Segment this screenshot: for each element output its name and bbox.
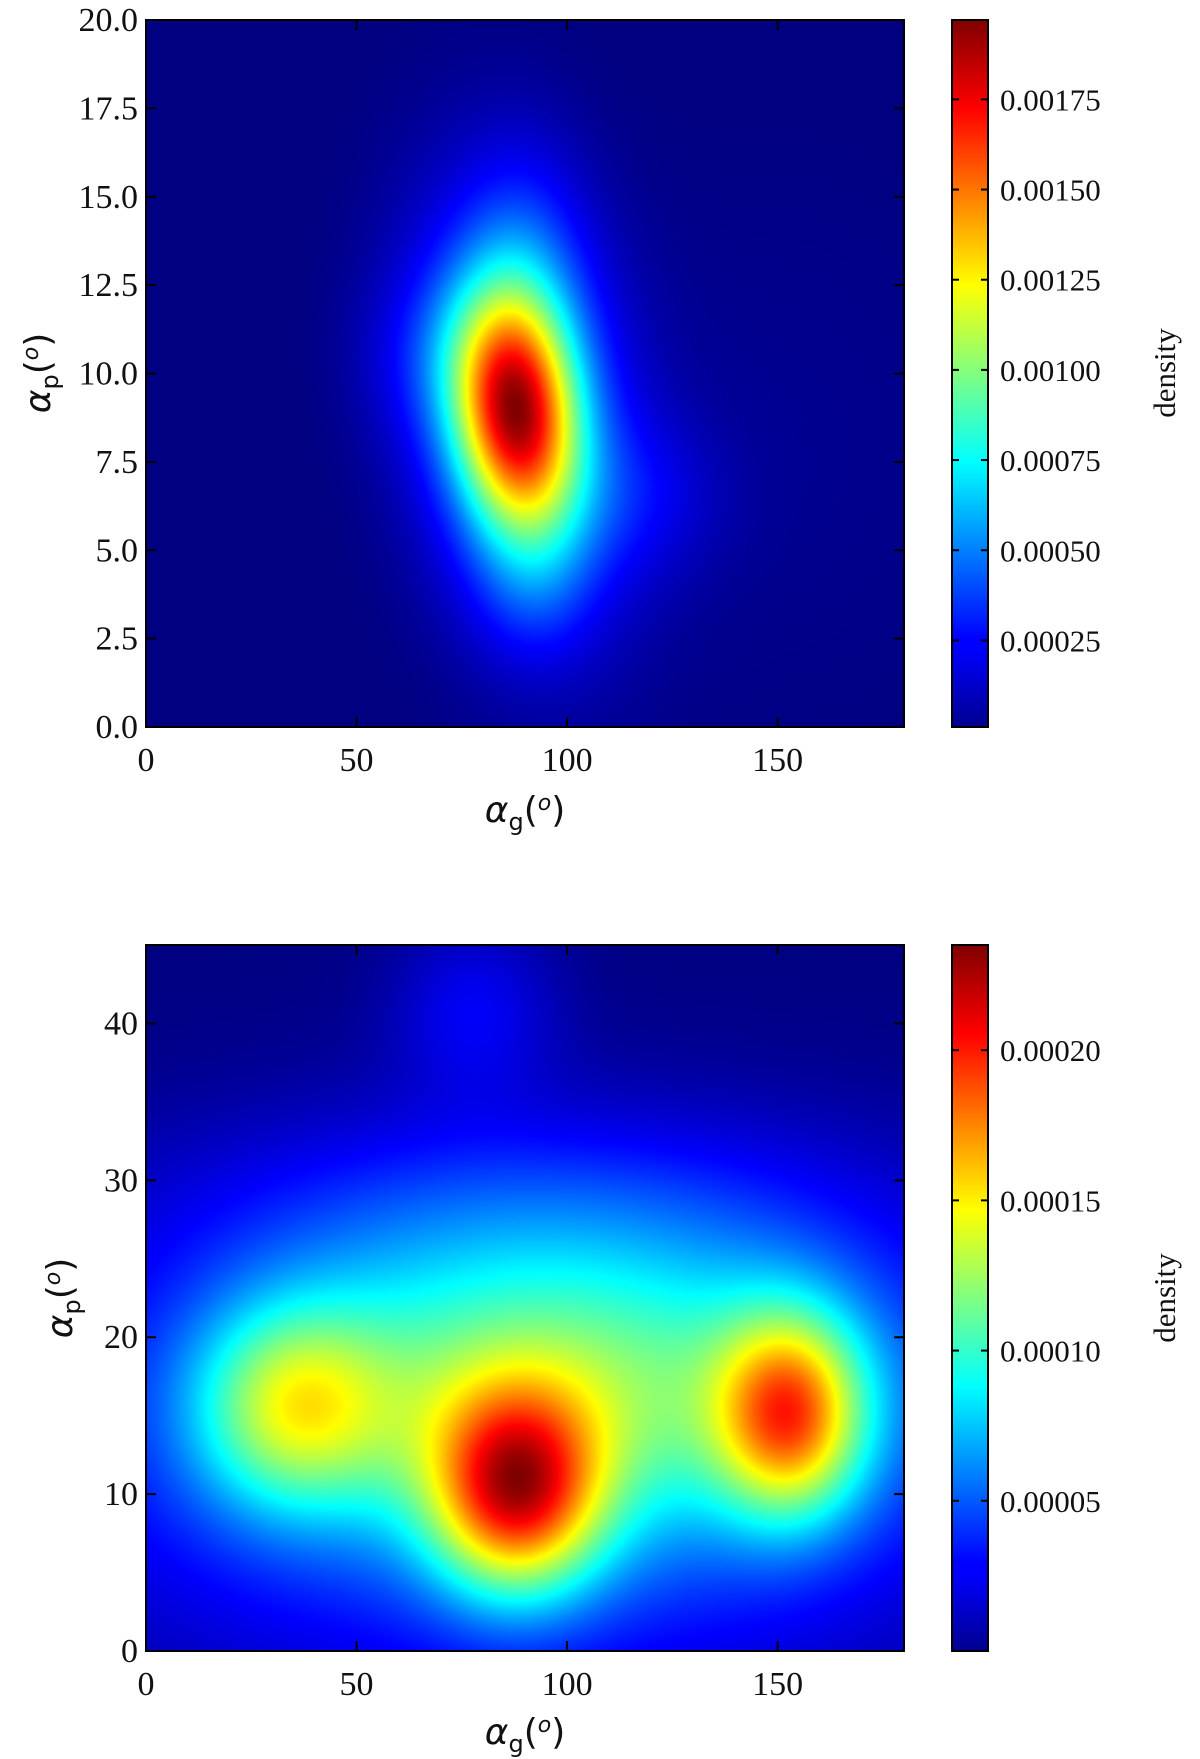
colorbar-tick-label: 0.00075 [1000, 443, 1101, 478]
y-tick-label: 40 [104, 1005, 138, 1042]
y-tick-label: 20.0 [79, 2, 139, 39]
y-tick-label: 7.5 [96, 444, 139, 481]
x-axis-title-top: αg(o) [485, 790, 566, 836]
x-tick-label: 0 [138, 742, 155, 779]
x-tick-label: 0 [138, 1666, 155, 1703]
x-tick-label: 150 [752, 1666, 803, 1703]
y-axis-title-bottom: αp(o) [40, 1258, 86, 1339]
colorbar-tick-label: 0.00175 [1000, 82, 1101, 117]
y-tick-label: 30 [104, 1162, 138, 1199]
colorbar-title-top: density [1147, 328, 1182, 418]
y-tick-label: 5.0 [96, 532, 139, 569]
colorbar-tick-label: 0.00150 [1000, 173, 1101, 208]
x-tick-label: 100 [542, 742, 593, 779]
colorbar-tick-label: 0.00050 [1000, 533, 1101, 568]
plot-frame-bottom [145, 944, 905, 1652]
colorbar-tick-label: 0.00005 [1000, 1484, 1101, 1519]
y-tick-label: 20 [104, 1319, 138, 1356]
x-tick-label: 150 [752, 742, 803, 779]
colorbar-tick-label: 0.00020 [1000, 1033, 1101, 1068]
heatmap-canvas-bottom [146, 945, 904, 1651]
density-plot-top: 0 50 100 150 0.0 2.5 5.0 7.5 10.0 12.5 15.0 17.5 20.… [18, 2, 1182, 836]
y-tick-label: 0 [121, 1633, 138, 1670]
colorbar-tick-label: 0.00015 [1000, 1183, 1101, 1218]
heatmap-canvas-top [146, 20, 904, 727]
colorbar-ticks-bottom: 0.00005 0.00010 0.00015 0.00020 [952, 1033, 1101, 1519]
y-tick-label: 2.5 [96, 621, 139, 658]
y-tick-label: 0.0 [96, 709, 139, 746]
x-tick-label: 100 [542, 1666, 593, 1703]
colorbar-top [951, 19, 989, 728]
colorbar-title-bottom: density [1147, 1253, 1182, 1343]
x-tick-label: 50 [340, 742, 374, 779]
heatmap-top [146, 20, 904, 727]
y-tick-label: 15.0 [79, 179, 139, 216]
axis-ticks-top: 0 50 100 150 0.0 2.5 5.0 7.5 10.0 12.5 15.0 17.5 20.… [79, 2, 904, 779]
colorbar-tick-label: 0.00100 [1000, 353, 1101, 388]
colorbar-tick-label: 0.00025 [1000, 623, 1101, 658]
colorbar-tick-label: 0.00125 [1000, 263, 1101, 298]
axis-ticks-bottom: 0 50 100 150 0 10 20 30 40 [104, 945, 904, 1703]
x-tick-label: 50 [340, 1666, 374, 1703]
colorbar-ticks-top: 0.00025 0.00050 0.00075 0.00100 0.00125 0.001… [952, 82, 1101, 658]
y-axis-title-top: αp(o) [18, 333, 64, 414]
y-tick-label: 17.5 [79, 90, 139, 127]
y-tick-label: 12.5 [79, 267, 139, 304]
heatmap-bottom [146, 945, 904, 1651]
colorbar-tick-label: 0.00010 [1000, 1334, 1101, 1369]
y-tick-label: 10 [104, 1476, 138, 1513]
colorbar-bottom [951, 944, 989, 1652]
x-axis-title-bottom: αg(o) [485, 1712, 566, 1758]
y-tick-label: 10.0 [79, 356, 139, 393]
